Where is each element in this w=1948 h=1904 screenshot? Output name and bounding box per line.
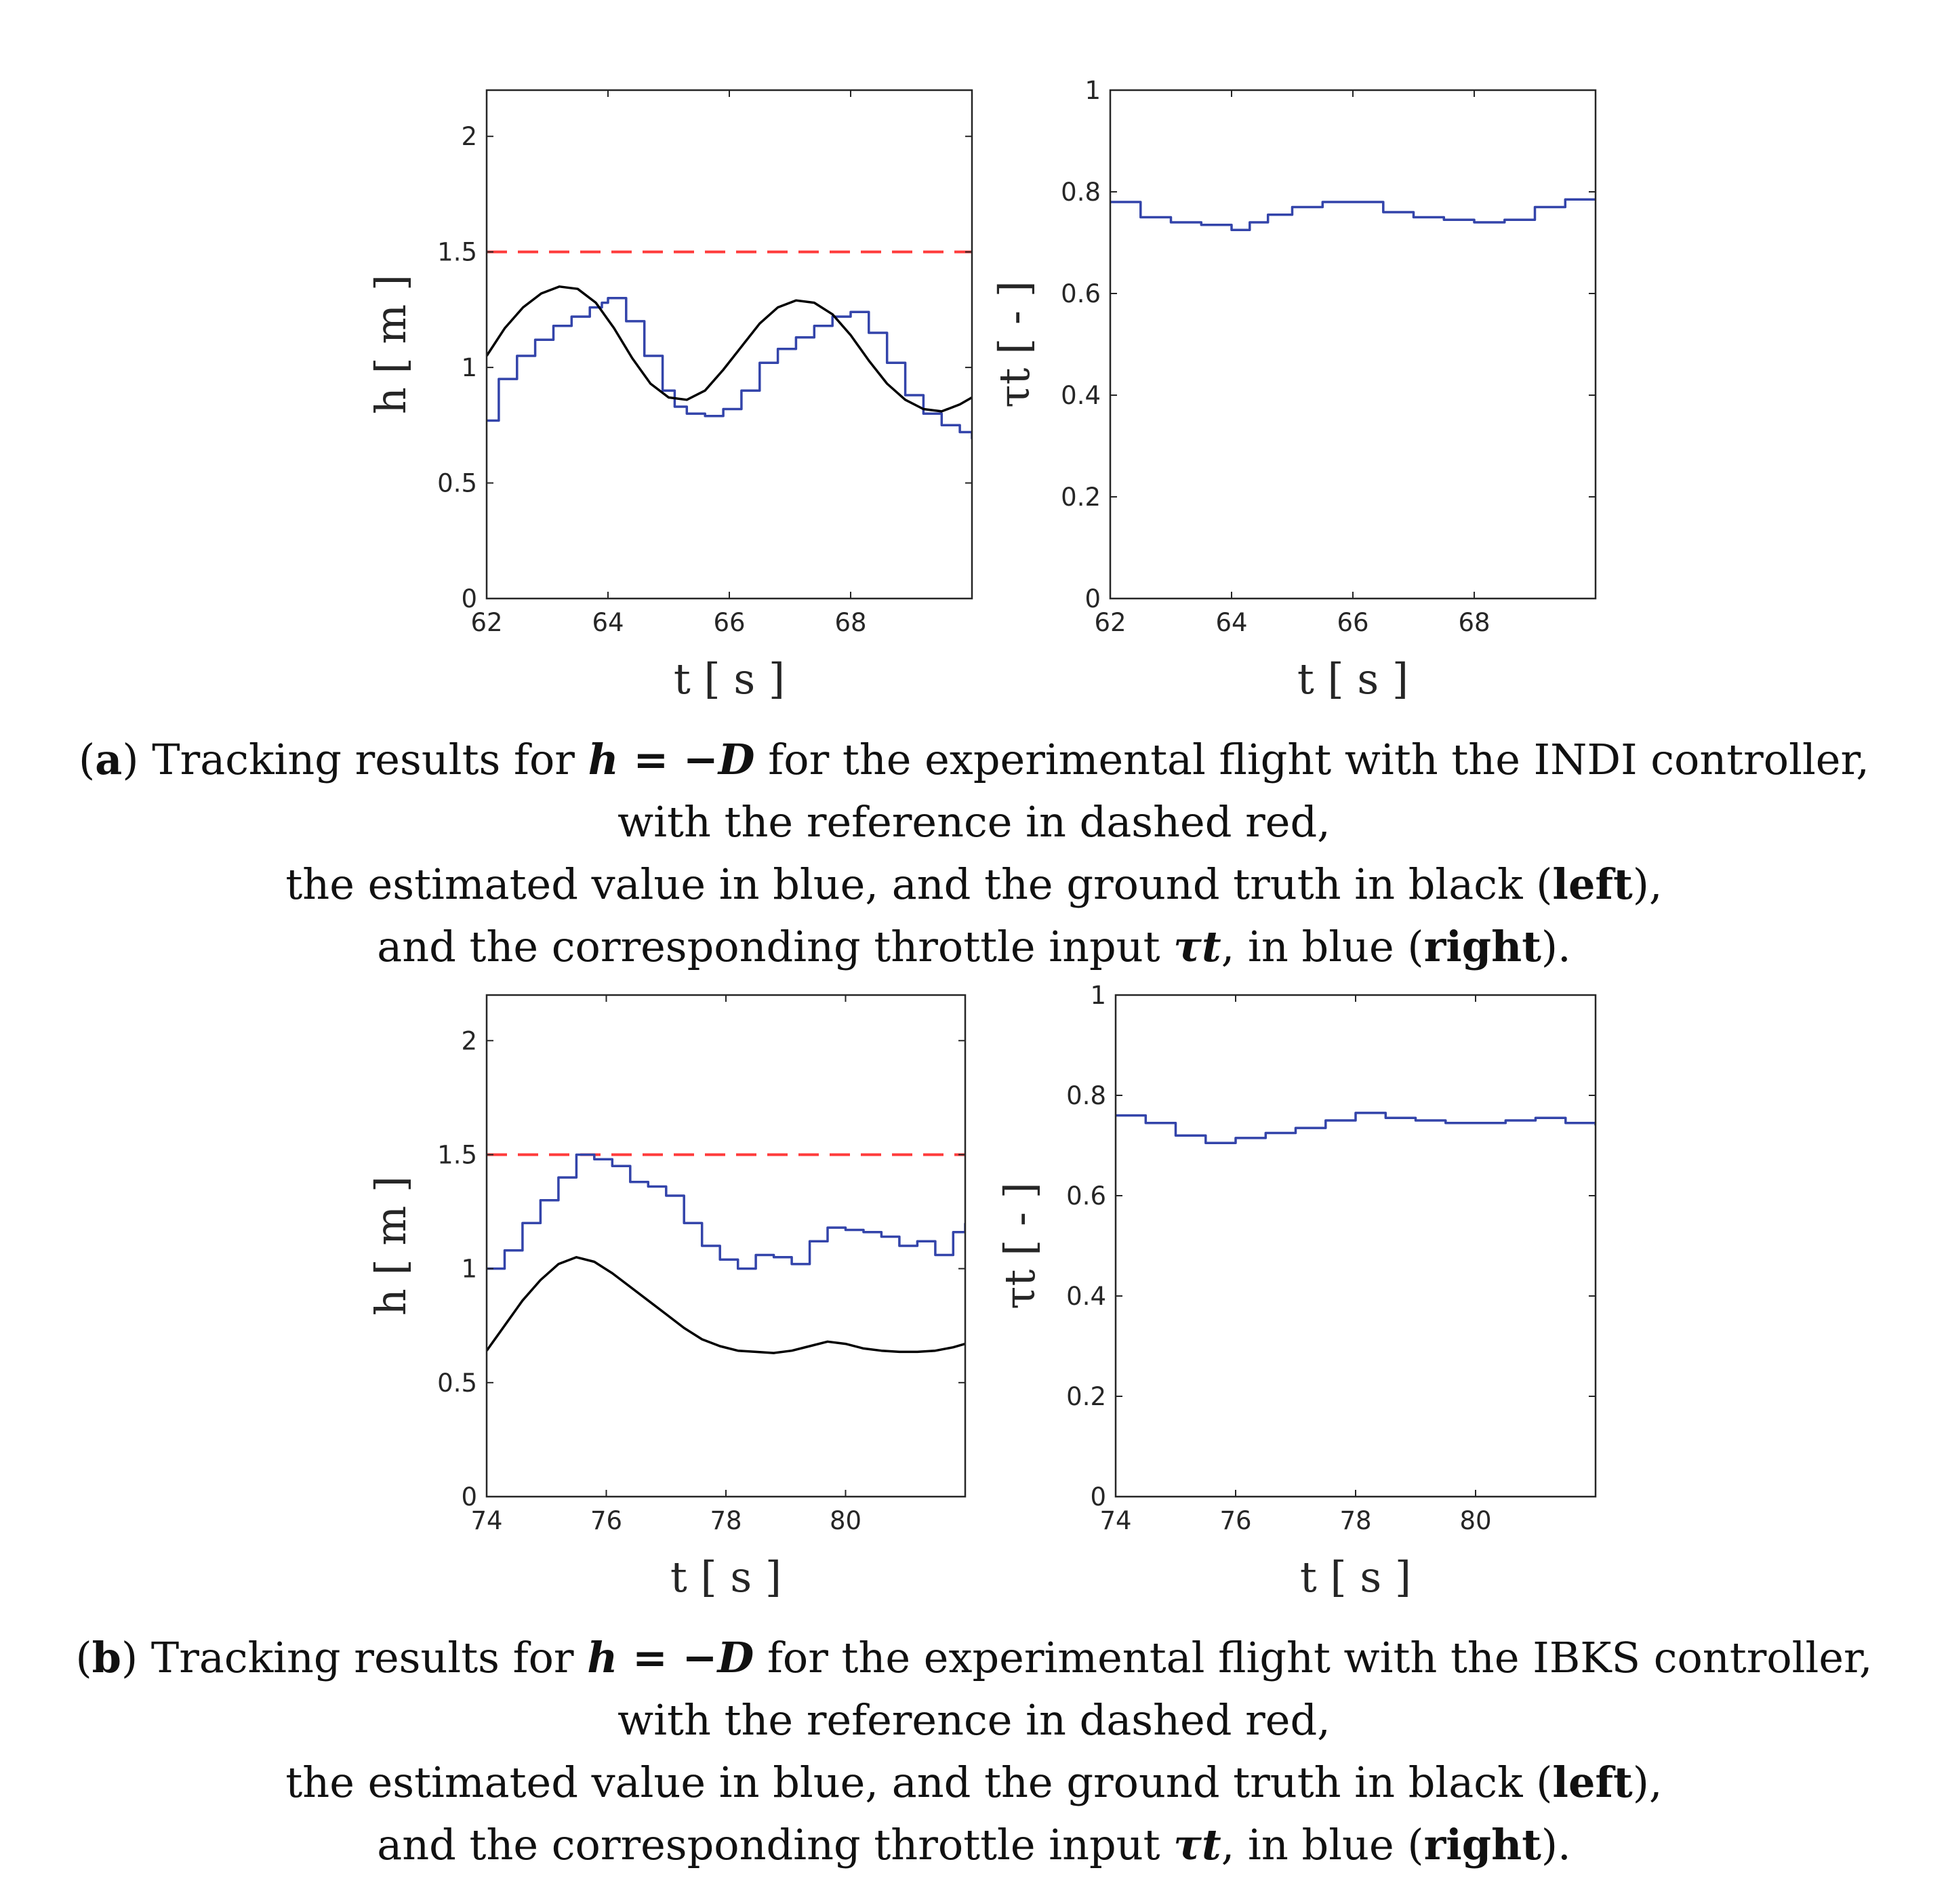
a-left-xtick-label: 62 [470,608,502,637]
b-right-ylabel: τt [ - ] [995,1182,1044,1310]
a-left-xlabel: t [ s ] [674,654,785,704]
b-left-xtick-label: 76 [590,1506,622,1535]
caption-b-line-1: (b) Tracking results for h = −D for the … [75,1633,1873,1682]
b-left-ytick-label: 1 [461,1255,477,1284]
caption-a-line-3: the estimated value in blue, and the gro… [285,859,1663,909]
a-right-ytick-label: 0.4 [1061,381,1101,410]
a-right-xlabel: t [ s ] [1297,654,1408,704]
a-left-ytick-label: 1.5 [437,238,477,267]
b-right-ytick-label: 1 [1090,981,1106,1010]
panel-b-right-chart: 74 76 78 80 0 0.2 0.4 0.6 0.8 1 t [ s ] τt [ - ] [995,981,1597,1602]
a-right-xtick-label: 68 [1458,608,1490,637]
b-right-axes-box [1114,994,1597,1498]
b-right-xtick-label: 74 [1099,1506,1131,1535]
a-left-axes-box [485,89,973,600]
b-left-series-ground-truth [487,1256,965,1354]
b-right-xtick-label: 76 [1219,1506,1251,1535]
a-right-axes-box [1109,89,1597,600]
b-right-xlabel: t [ s ] [1300,1552,1411,1602]
a-left-ytick-label: 2 [461,122,477,151]
b-right-ytick-label: 0.8 [1066,1081,1106,1110]
panel-b-left-chart: 74 76 78 80 0 0.5 1 1.5 2 t [ s ] h [ m ] [366,994,967,1602]
caption-b-line-2: with the reference in dashed red, [617,1695,1331,1745]
b-left-ytick-label: 1.5 [437,1140,477,1169]
caption-a-line-1: (a) Tracking results for h = −D for the … [78,735,1870,784]
b-right-ytick-label: 0.2 [1066,1382,1106,1411]
b-right-ytick-label: 0 [1090,1482,1106,1512]
b-left-xlabel: t [ s ] [670,1552,782,1602]
b-left-ytick-label: 0.5 [437,1369,477,1398]
a-right-ytick-label: 0.2 [1061,483,1101,512]
a-right-series-throttle [1110,198,1596,232]
b-right-xtick-label: 80 [1459,1506,1491,1535]
a-right-ytick-label: 1 [1084,76,1101,105]
caption-a-line-4: and the corresponding throttle input τt,… [377,922,1571,971]
b-right-ytick-label: 0.6 [1066,1181,1106,1211]
a-left-series-ground-truth [487,285,972,413]
b-left-ylabel: h [ m ] [366,1176,415,1316]
caption-a-line-2: with the reference in dashed red, [617,797,1331,847]
a-right-ylabel: τt [ - ] [990,281,1039,408]
a-right-xtick-label: 66 [1337,608,1368,637]
caption-b-line-4: and the corresponding throttle input τt,… [377,1820,1571,1869]
caption-b-line-3: the estimated value in blue, and the gro… [285,1758,1663,1807]
b-right-ytick-label: 0.4 [1066,1282,1106,1311]
b-left-axes-box [485,994,967,1498]
b-left-xtick-label: 80 [830,1506,861,1535]
a-left-ytick-label: 0 [461,584,477,613]
a-right-xtick-label: 62 [1094,608,1126,637]
b-left-series-estimated [487,1153,965,1270]
b-right-series-throttle [1116,1112,1596,1145]
b-right-xtick-label: 78 [1339,1506,1371,1535]
a-right-ytick-label: 0 [1084,584,1101,613]
a-right-ytick-label: 0.8 [1061,178,1101,207]
a-right-ytick-label: 0.6 [1061,279,1101,308]
a-left-xtick-label: 68 [834,608,866,637]
a-right-xtick-label: 64 [1215,608,1247,637]
b-left-ytick-label: 0 [461,1482,477,1512]
a-left-series-estimated [487,297,972,439]
panel-a-right-chart: 62 64 66 68 0 0.2 0.4 0.6 0.8 1 t [ s ] τt [ - ] [990,76,1597,704]
b-left-ytick-label: 2 [461,1026,477,1055]
b-left-xtick-label: 78 [710,1506,742,1535]
a-left-ytick-label: 0.5 [437,469,477,498]
a-left-ytick-label: 1 [461,353,477,382]
b-left-xtick-label: 74 [470,1506,502,1535]
a-left-ylabel: h [ m ] [366,275,415,414]
caption-b: (b) Tracking results for h = −D for the … [0,1627,1948,1876]
caption-a: (a) Tracking results for h = −D for the … [0,729,1948,978]
panel-a-left-chart: 62 64 66 68 0 0.5 1 1.5 2 t [ s ] h [ m ] [366,89,973,704]
a-left-xtick-label: 66 [713,608,745,637]
a-left-xtick-label: 64 [592,608,624,637]
